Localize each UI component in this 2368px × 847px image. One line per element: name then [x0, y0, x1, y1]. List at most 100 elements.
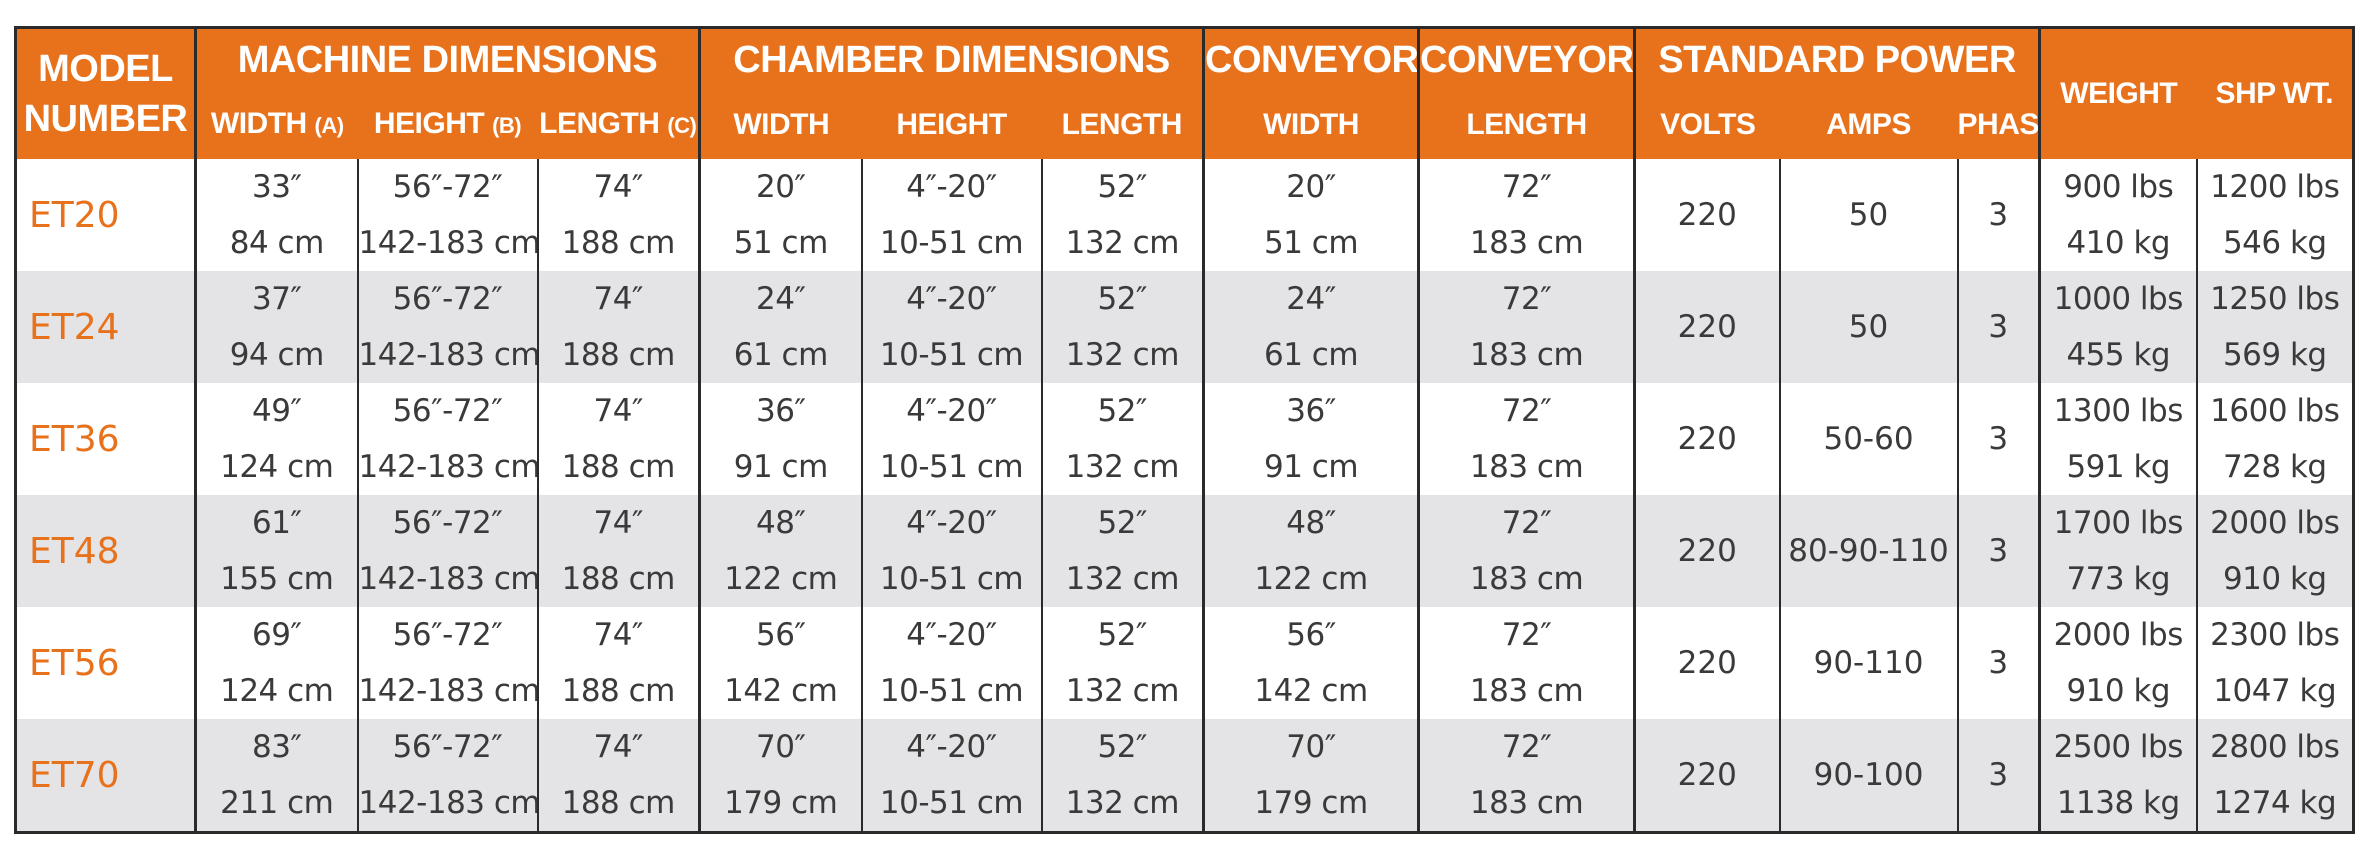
machine-height-imperial: 56″-72″ — [392, 393, 503, 429]
header-machine-width-label: WIDTH — [210, 107, 307, 140]
machine-width-metric: 211 cm — [220, 785, 334, 821]
conveyor-width-imperial: 36″ — [1286, 393, 1336, 429]
amps-cell: 50 — [1778, 159, 1958, 271]
chamber-width-imperial: 20″ — [755, 169, 806, 205]
machine-width-metric: 124 cm — [220, 673, 334, 709]
machine-height-cell: 56″-72″ 142-183 cm — [356, 383, 538, 495]
header-machine-height-tag: (B) — [492, 113, 522, 138]
conveyor-width-metric: 122 cm — [1254, 561, 1368, 597]
chamber-length-imperial: 52″ — [1097, 281, 1148, 317]
chamber-length-cell: 52″ 132 cm — [1040, 719, 1204, 833]
model-number: ET70 — [15, 719, 197, 833]
machine-height-imperial: 56″-72″ — [392, 617, 503, 653]
conveyor-width-imperial: 56″ — [1286, 617, 1336, 653]
header-chamber-dimensions: CHAMBER DIMENSIONS — [697, 27, 1206, 91]
header-conveyor-length-title: CONVEYOR — [1417, 27, 1637, 91]
chamber-height-cell: 4″-20″ 10-51 cm — [860, 495, 1042, 607]
conveyor-length-imperial: 72″ — [1501, 729, 1552, 765]
model-number: ET36 — [15, 383, 197, 495]
conveyor-width-metric: 91 cm — [1263, 449, 1359, 485]
chamber-length-cell: 52″ 132 cm — [1040, 271, 1204, 383]
chamber-width-imperial: 36″ — [755, 393, 806, 429]
chamber-height-imperial: 4″-20″ — [906, 505, 997, 541]
machine-height-cell: 56″-72″ 142-183 cm — [356, 271, 538, 383]
conveyor-width-cell: 20″ 51 cm — [1202, 159, 1419, 271]
machine-height-metric: 142-183 cm — [358, 561, 538, 597]
ship-weight-lbs: 1600 lbs — [2210, 393, 2340, 429]
model-number: ET48 — [15, 495, 197, 607]
weight-lbs: 1000 lbs — [2053, 281, 2184, 317]
machine-width-cell: 61″ 155 cm — [194, 495, 358, 607]
conveyor-width-metric: 179 cm — [1254, 785, 1368, 821]
machine-width-metric: 94 cm — [229, 337, 325, 373]
chamber-height-imperial: 4″-20″ — [906, 169, 997, 205]
header-weight: WEIGHT — [2038, 27, 2197, 159]
table-row: ET24 37″ 94 cm 56″-72″ 142-183 cm 74″ 188 cm 24… — [15, 271, 2354, 383]
weight-kg: 910 kg — [2066, 673, 2171, 709]
conveyor-length-imperial: 72″ — [1501, 393, 1552, 429]
conveyor-length-metric: 183 cm — [1469, 449, 1584, 485]
chamber-length-metric: 132 cm — [1065, 673, 1180, 709]
weight-lbs: 1700 lbs — [2053, 505, 2184, 541]
header-machine-height: HEIGHT (B) — [357, 91, 538, 159]
chamber-height-imperial: 4″-20″ — [906, 729, 997, 765]
machine-length-imperial: 74″ — [593, 281, 644, 317]
chamber-length-imperial: 52″ — [1097, 729, 1148, 765]
ship-weight-lbs: 1200 lbs — [2210, 169, 2340, 205]
header-machine-length-tag: (C) — [667, 113, 697, 138]
chamber-length-cell: 52″ 132 cm — [1040, 607, 1204, 719]
amps-cell: 90-100 — [1778, 719, 1958, 833]
table-row: ET48 61″ 155 cm 56″-72″ 142-183 cm 74″ 188 cm 4… — [15, 495, 2354, 607]
conveyor-width-cell: 24″ 61 cm — [1202, 271, 1419, 383]
machine-height-cell: 56″-72″ 142-183 cm — [356, 495, 538, 607]
ship-weight-kg: 1047 kg — [2213, 673, 2337, 709]
machine-height-cell: 56″-72″ 142-183 cm — [356, 159, 538, 271]
machine-height-imperial: 56″-72″ — [392, 505, 503, 541]
conveyor-width-metric: 142 cm — [1254, 673, 1368, 709]
weight-kg: 773 kg — [2066, 561, 2171, 597]
machine-length-metric: 188 cm — [561, 449, 676, 485]
ship-weight-lbs: 2300 lbs — [2210, 617, 2340, 653]
chamber-length-metric: 132 cm — [1065, 561, 1180, 597]
machine-width-imperial: 69″ — [251, 617, 302, 653]
machine-length-imperial: 74″ — [593, 505, 644, 541]
machine-width-cell: 69″ 124 cm — [194, 607, 358, 719]
header-machine-width: WIDTH (A) — [194, 91, 358, 159]
machine-width-metric: 84 cm — [229, 225, 325, 261]
chamber-length-cell: 52″ 132 cm — [1040, 495, 1204, 607]
weight-cell: 1700 lbs 773 kg — [2038, 495, 2197, 607]
chamber-width-metric: 91 cm — [733, 449, 829, 485]
volts-cell: 220 — [1633, 607, 1780, 719]
header-model-line-1: MODEL — [38, 48, 173, 90]
conveyor-length-metric: 183 cm — [1469, 785, 1584, 821]
volts-cell: 220 — [1633, 159, 1780, 271]
conveyor-width-imperial: 70″ — [1286, 729, 1336, 765]
chamber-width-imperial: 70″ — [755, 729, 806, 765]
header-machine-length: LENGTH (C) — [537, 91, 701, 159]
volts-cell: 220 — [1633, 495, 1780, 607]
chamber-width-cell: 24″ 61 cm — [698, 271, 862, 383]
machine-height-imperial: 56″-72″ — [392, 281, 503, 317]
weight-cell: 900 lbs 410 kg — [2038, 159, 2197, 271]
chamber-width-imperial: 48″ — [755, 505, 806, 541]
chamber-width-cell: 36″ 91 cm — [698, 383, 862, 495]
weight-kg: 455 kg — [2066, 337, 2171, 373]
conveyor-width-metric: 51 cm — [1263, 225, 1359, 261]
machine-width-cell: 33″ 84 cm — [194, 159, 358, 271]
phase-cell: 3 — [1956, 271, 2040, 383]
model-number: ET56 — [15, 607, 197, 719]
machine-length-cell: 74″ 188 cm — [536, 159, 700, 271]
chamber-height-metric: 10-51 cm — [879, 785, 1024, 821]
header-model-number: MODEL NUMBER — [15, 27, 197, 159]
machine-length-metric: 188 cm — [561, 225, 676, 261]
chamber-length-cell: 52″ 132 cm — [1040, 159, 1204, 271]
conveyor-width-cell: 36″ 91 cm — [1202, 383, 1419, 495]
model-number: ET24 — [15, 271, 197, 383]
machine-length-imperial: 74″ — [593, 729, 644, 765]
chamber-length-metric: 132 cm — [1065, 225, 1180, 261]
conveyor-length-cell: 72″ 183 cm — [1417, 383, 1635, 495]
chamber-height-metric: 10-51 cm — [879, 449, 1024, 485]
weight-kg: 410 kg — [2066, 225, 2171, 261]
chamber-width-metric: 122 cm — [724, 561, 838, 597]
chamber-height-metric: 10-51 cm — [879, 673, 1024, 709]
